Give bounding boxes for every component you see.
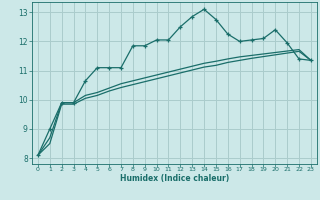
X-axis label: Humidex (Indice chaleur): Humidex (Indice chaleur) (120, 174, 229, 183)
